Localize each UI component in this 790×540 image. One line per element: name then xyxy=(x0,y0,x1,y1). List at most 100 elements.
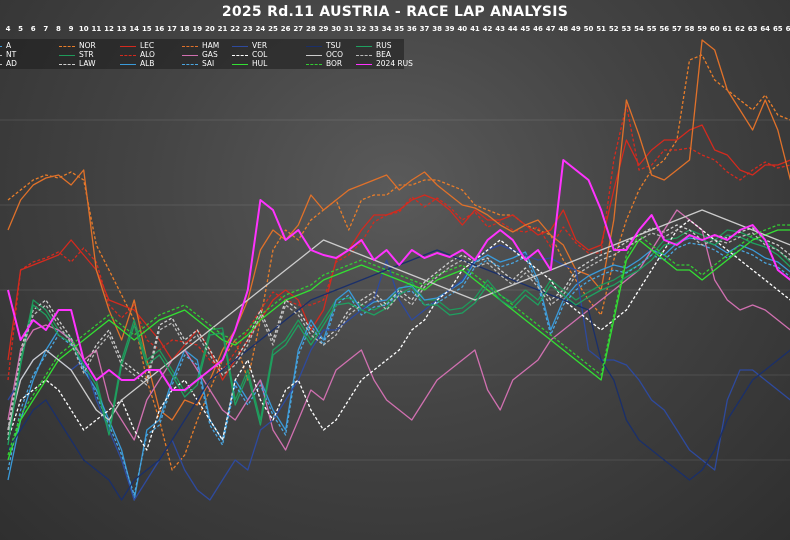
legend-label: NOR xyxy=(79,41,96,50)
legend-item: SAI xyxy=(182,59,214,69)
legend-item: RUS xyxy=(356,41,391,51)
legend-label: LEC xyxy=(140,41,155,50)
x-tick-label: 47 xyxy=(546,25,556,33)
x-tick-label: 5 xyxy=(18,25,23,33)
legend-label: TSU xyxy=(326,41,341,50)
legend-swatch xyxy=(356,63,372,65)
legend-swatch xyxy=(120,54,136,56)
x-tick-label: 20 xyxy=(205,25,215,33)
x-tick-label: 41 xyxy=(470,25,480,33)
legend-swatch xyxy=(0,54,2,56)
x-tick-label: 43 xyxy=(495,25,505,33)
x-tick-label: 14 xyxy=(129,25,139,33)
x-tick-label: 50 xyxy=(584,25,594,33)
legend-label: HUL xyxy=(252,59,268,68)
x-tick-label: 28 xyxy=(306,25,316,33)
x-tick-label: 57 xyxy=(672,25,682,33)
x-tick-label: 8 xyxy=(56,25,61,33)
x-tick-label: 52 xyxy=(609,25,619,33)
legend-item: NOR xyxy=(59,41,96,51)
legend-label: STR xyxy=(79,50,94,59)
x-tick-label: 6 xyxy=(31,25,36,33)
legend-label: A xyxy=(6,41,12,50)
legend-item: ALB xyxy=(120,59,154,69)
legend-label: BOR xyxy=(326,59,343,68)
legend-label: ALB xyxy=(140,59,155,68)
legend-item: COL xyxy=(232,50,267,60)
x-tick-label: 59 xyxy=(697,25,707,33)
legend: A NT AD NOR STR LAW LEC ALO ALB HAM GAS SAI VER COL HU… xyxy=(0,39,413,69)
series-line-law xyxy=(7,224,790,431)
x-tick-label: 21 xyxy=(218,25,228,33)
legend-label: NT xyxy=(6,50,17,59)
series-line-bor xyxy=(7,224,790,456)
x-tick-label: 38 xyxy=(432,25,442,33)
legend-item: GAS xyxy=(182,50,218,60)
x-tick-label: 18 xyxy=(180,25,190,33)
legend-label: VER xyxy=(252,41,268,50)
legend-item: VER xyxy=(232,41,267,51)
series-line-lec xyxy=(7,124,790,381)
legend-swatch xyxy=(182,45,198,47)
legend-swatch xyxy=(120,45,136,47)
legend-swatch xyxy=(182,63,198,65)
legend-item: AD xyxy=(0,59,17,69)
legend-swatch xyxy=(306,54,322,56)
legend-label: HAM xyxy=(202,41,220,50)
x-tick-label: 44 xyxy=(508,25,518,33)
legend-item: BOR xyxy=(306,59,342,69)
legend-label: AD xyxy=(6,59,17,68)
x-tick-label: 60 xyxy=(710,25,720,33)
series-line-gas xyxy=(7,209,790,451)
x-tick-label: 35 xyxy=(394,25,404,33)
x-tick-label: 29 xyxy=(319,25,329,33)
x-tick-label: 53 xyxy=(622,25,632,33)
x-tick-label: 48 xyxy=(558,25,568,33)
x-tick-label: 61 xyxy=(722,25,732,33)
series-line-sai xyxy=(7,242,790,496)
legend-item: HAM xyxy=(182,41,219,51)
x-tick-label: 34 xyxy=(382,25,392,33)
series-line-ver xyxy=(7,244,790,501)
legend-swatch xyxy=(0,45,2,47)
chart-title: 2025 Rd.11 AUSTRIA - RACE LAP ANALYSIS xyxy=(221,4,569,20)
legend-swatch xyxy=(232,54,248,56)
x-tick-label: 25 xyxy=(268,25,278,33)
x-tick-label: 63 xyxy=(748,25,758,33)
x-tick-label: 55 xyxy=(647,25,657,33)
series-line-str xyxy=(7,229,790,441)
x-tick-label: 37 xyxy=(420,25,430,33)
legend-label: RUS xyxy=(376,41,392,50)
legend-label: GAS xyxy=(202,50,218,59)
x-tick-label: 26 xyxy=(281,25,291,33)
series-line-alb xyxy=(7,237,790,501)
x-tick-label: 4 xyxy=(6,25,11,33)
legend-swatch xyxy=(306,45,322,47)
legend-item: NT xyxy=(0,50,16,60)
legend-swatch xyxy=(59,63,75,65)
series-line-col xyxy=(7,219,790,451)
legend-label: 2024 RUS xyxy=(376,59,413,68)
legend-label: OCO xyxy=(326,50,344,59)
x-tick-label: 30 xyxy=(331,25,341,33)
legend-swatch xyxy=(120,63,136,65)
legend-item: BEA xyxy=(356,50,391,60)
legend-item: HUL xyxy=(232,59,267,69)
x-tick-label: 36 xyxy=(407,25,417,33)
legend-swatch xyxy=(356,54,372,56)
x-tick-label: 46 xyxy=(533,25,543,33)
x-tick-label: 9 xyxy=(69,25,74,33)
x-tick-label: 11 xyxy=(91,25,101,33)
series-line-oco xyxy=(7,209,790,431)
series-line-ham xyxy=(7,39,790,421)
x-tick-label: 42 xyxy=(483,25,493,33)
x-tick-label: 13 xyxy=(117,25,127,33)
legend-swatch xyxy=(182,54,198,56)
x-tick-label: 15 xyxy=(142,25,152,33)
x-tick-label: 56 xyxy=(659,25,669,33)
x-tick-label: 19 xyxy=(192,25,202,33)
x-tick-label: 33 xyxy=(369,25,379,33)
legend-item: 2024 RUS xyxy=(356,59,413,69)
legend-label: SAI xyxy=(202,59,215,68)
